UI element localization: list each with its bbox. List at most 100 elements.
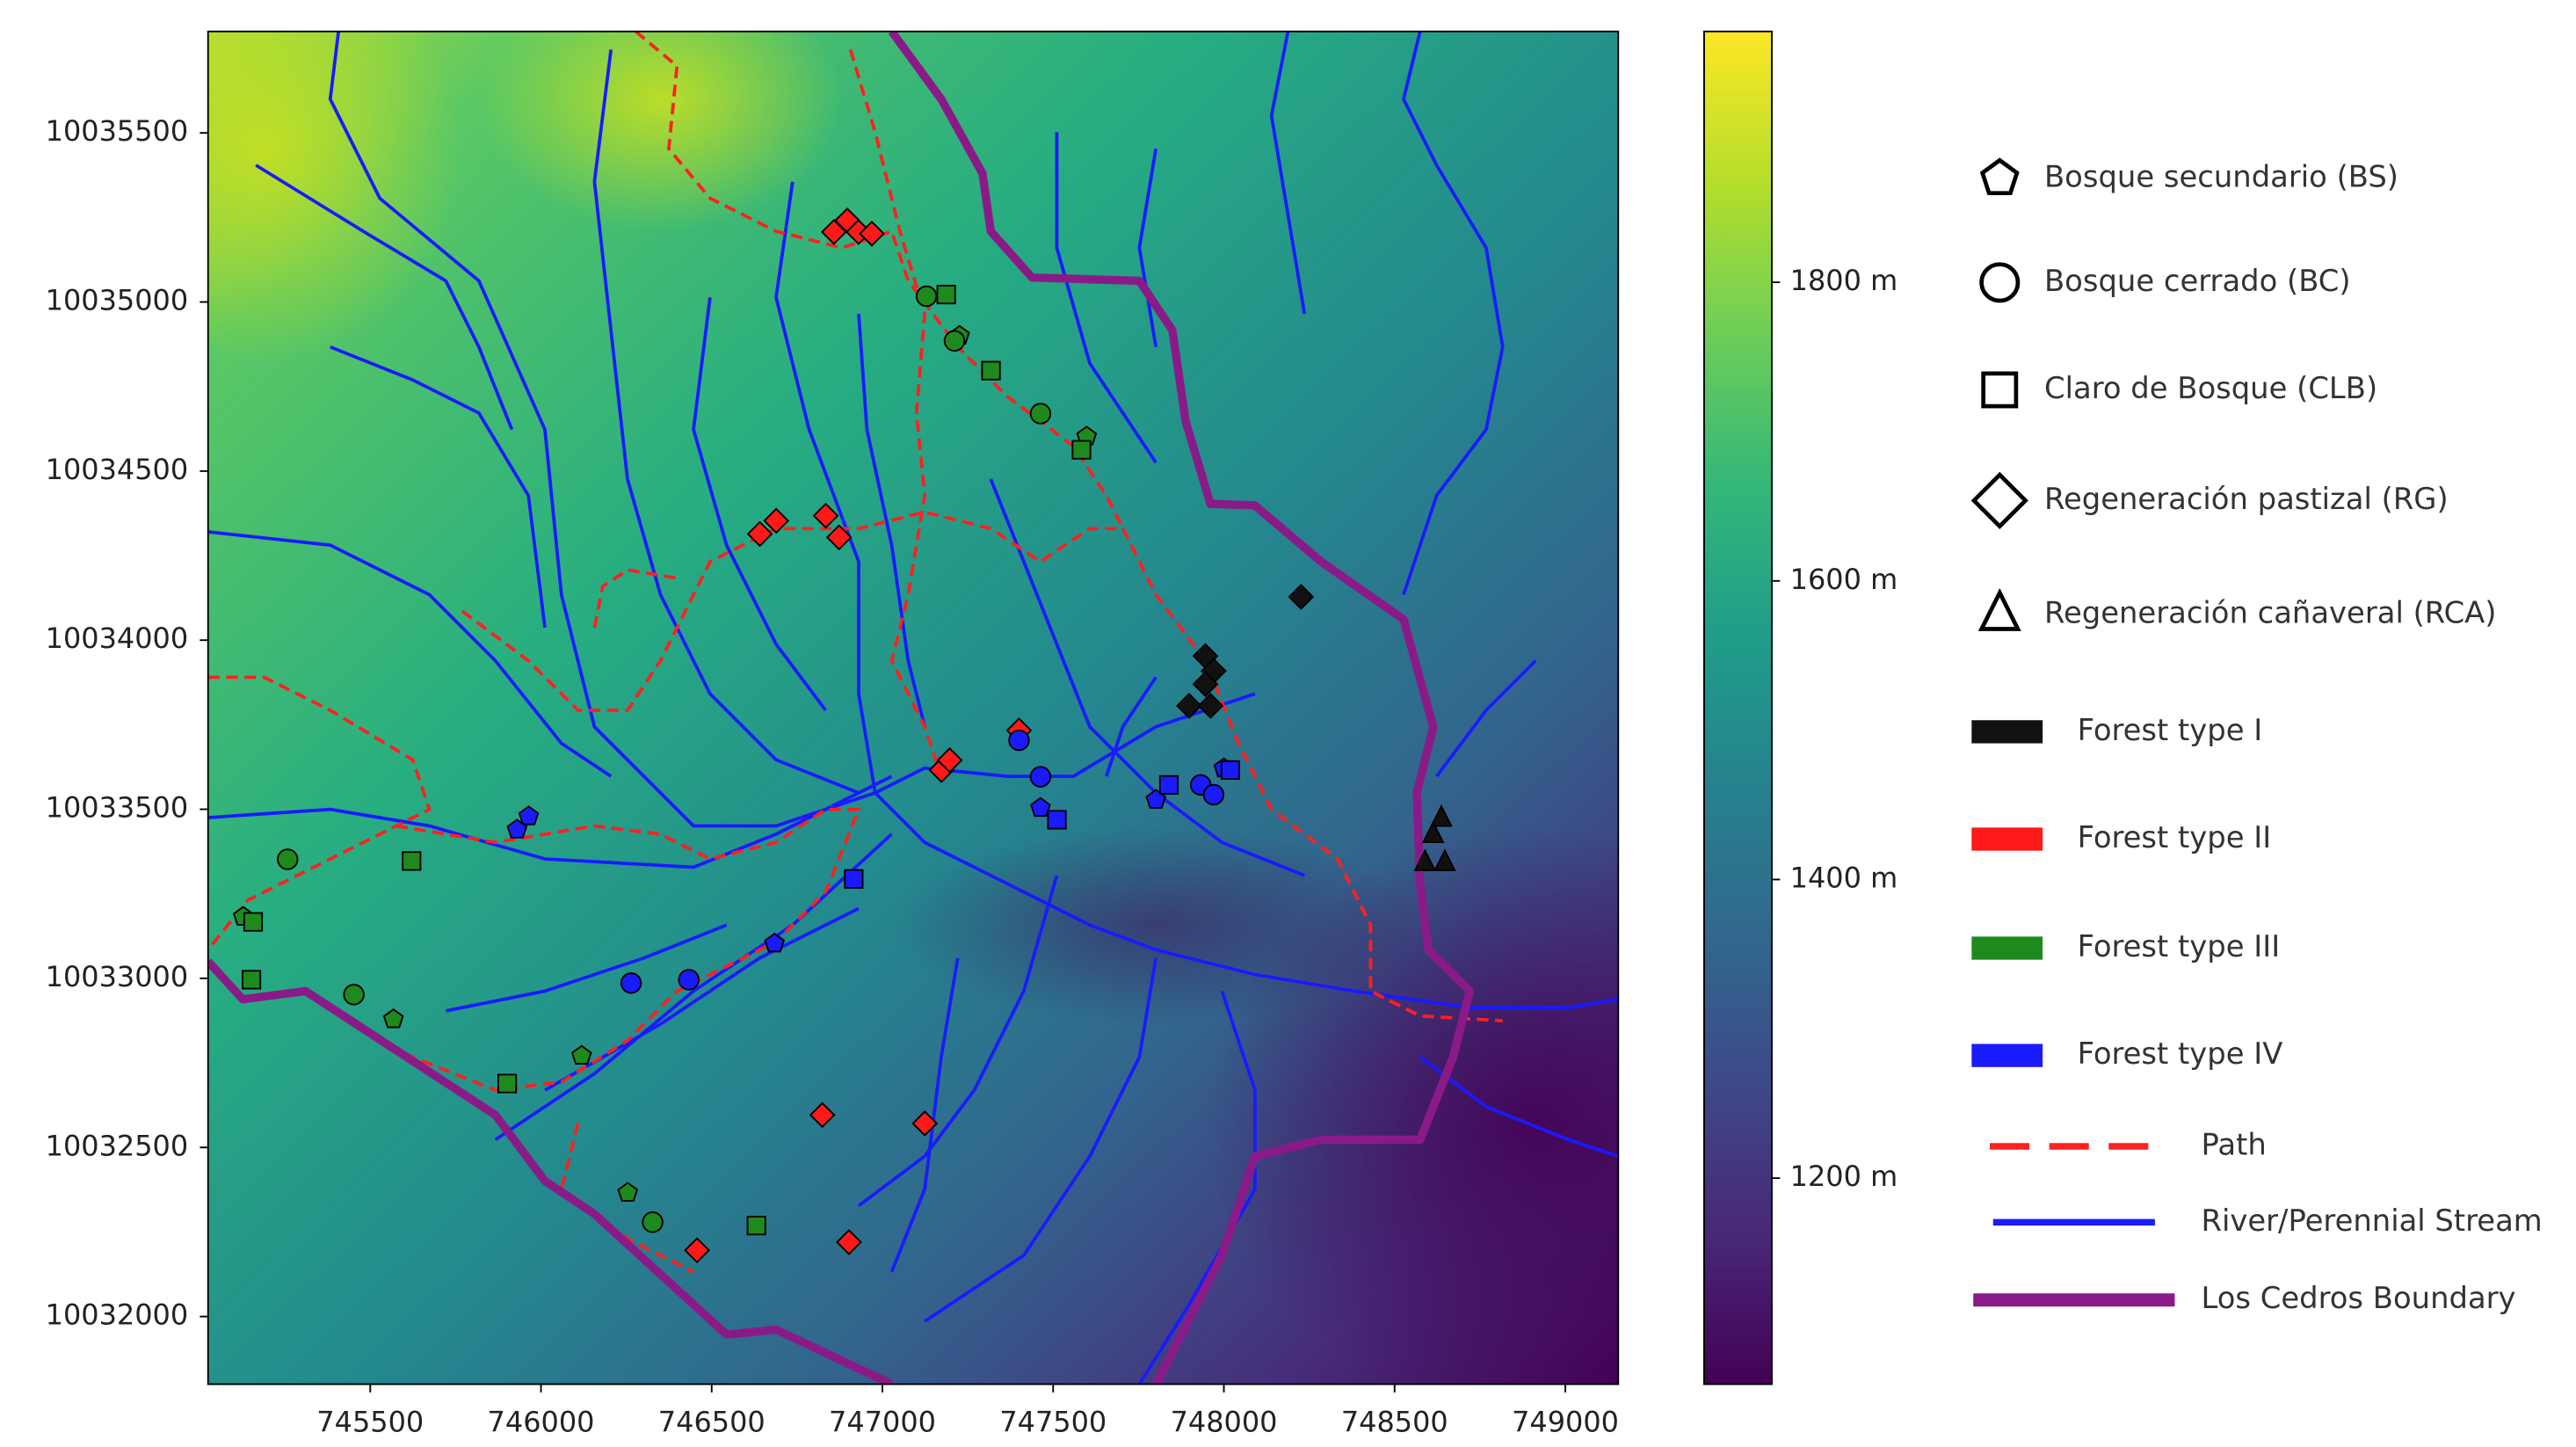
legend-label: Los Cedros Boundary <box>2202 1281 2516 1315</box>
legend-label: Forest type III <box>2078 929 2281 963</box>
sample-point <box>746 1216 766 1236</box>
sample-point <box>1413 848 1437 871</box>
sample-point <box>981 360 1001 381</box>
x-tick-label: 746500 <box>658 1406 766 1439</box>
river <box>989 478 1305 877</box>
river <box>544 906 860 1092</box>
sample-point <box>506 818 528 839</box>
map-area <box>207 31 1619 1385</box>
sample-point <box>382 1008 404 1029</box>
plot-frame <box>207 30 1620 1385</box>
legend-marker <box>1977 587 2021 631</box>
river <box>445 923 728 1013</box>
river <box>1402 31 1505 596</box>
y-tick-label: 10034000 <box>46 622 189 655</box>
sample-point <box>1047 810 1067 830</box>
legend-marker <box>1979 157 2020 196</box>
sample-point <box>844 869 864 889</box>
y-tick-label: 10034500 <box>46 453 189 486</box>
sample-point <box>936 284 956 305</box>
sample-point <box>620 972 642 994</box>
sample-point <box>943 330 966 352</box>
river <box>1105 676 1157 777</box>
river <box>592 49 860 795</box>
sample-point <box>243 912 264 932</box>
path <box>379 807 861 1093</box>
legend-marker <box>1981 371 2019 409</box>
legend-label: Forest type IV <box>2078 1036 2283 1071</box>
sample-point <box>763 507 790 534</box>
legend-label: Bosque secundario (BS) <box>2044 159 2398 193</box>
legend-swatch <box>1971 936 2043 960</box>
x-tick-label: 749000 <box>1512 1406 1619 1439</box>
legend-label: River/Perennial Stream <box>2202 1203 2543 1238</box>
river <box>255 164 514 431</box>
sample-point <box>1430 803 1453 827</box>
y-tick-label: 10032500 <box>46 1129 189 1162</box>
legend-label: Claro de Bosque (CLB) <box>2044 371 2377 405</box>
river <box>1137 148 1158 347</box>
x-tick-label: 747000 <box>829 1406 936 1439</box>
x-tick-label: 747500 <box>999 1406 1107 1439</box>
boundary <box>207 31 1474 1385</box>
sample-point <box>812 502 839 529</box>
sample-point <box>277 848 299 870</box>
legend-label: Forest type I <box>2078 713 2263 747</box>
legend-label: Regeneración pastizal (RG) <box>2044 482 2449 516</box>
sample-point <box>617 1182 639 1202</box>
river <box>328 31 1256 828</box>
y-tick-label: 10033500 <box>46 791 189 825</box>
sample-point <box>678 969 700 991</box>
sample-point <box>1220 760 1241 781</box>
river <box>1419 1056 1619 1159</box>
colorbar-tick-label: 1200 m <box>1790 1160 1898 1193</box>
river <box>207 530 613 778</box>
path <box>848 48 943 777</box>
legend: Bosque secundario (BS) Bosque cerrado (BC… <box>1970 157 2543 1315</box>
river <box>330 345 547 629</box>
river <box>874 791 1619 1010</box>
sample-point <box>1176 692 1202 719</box>
path <box>1121 527 1503 1023</box>
legend-marker <box>1979 262 2021 303</box>
sample-point <box>1192 671 1219 698</box>
y-tick-label: 10033000 <box>46 960 189 993</box>
legend-label: Forest type II <box>2078 820 2272 854</box>
sample-point <box>1071 440 1092 460</box>
x-tick-label: 746000 <box>488 1406 595 1439</box>
boundary-line <box>207 958 894 1385</box>
sample-point <box>915 285 938 308</box>
river <box>1137 990 1257 1385</box>
sample-point <box>497 1073 518 1094</box>
y-tick-label: 10035500 <box>46 114 189 148</box>
colorbar <box>1703 30 1773 1385</box>
rivers <box>207 31 1619 1385</box>
colorbar-tick-label: 1400 m <box>1790 861 1898 894</box>
axes: 745500 746000 746500 747000 747500 748000 7485… <box>46 114 1898 1438</box>
highland <box>207 31 463 364</box>
sample-point <box>570 1044 592 1065</box>
sample-point <box>1029 766 1052 788</box>
x-tick-label: 748500 <box>1341 1406 1448 1439</box>
sample-point <box>1421 820 1445 843</box>
sample-point <box>1030 796 1051 818</box>
river <box>1055 132 1157 464</box>
y-tick-label: 10035000 <box>46 284 189 317</box>
sample-point <box>1197 692 1224 719</box>
legend-swatch <box>1971 1043 2043 1067</box>
river <box>774 181 877 794</box>
highland <box>478 31 843 232</box>
river <box>1269 31 1307 315</box>
y-tick-label: 10032000 <box>46 1298 189 1332</box>
sample-point <box>518 805 540 825</box>
lowland <box>891 825 1420 1024</box>
sample-point <box>343 984 365 1006</box>
river <box>692 297 827 712</box>
sample-point <box>836 1229 862 1255</box>
colorbar-tick-label: 1600 m <box>1790 563 1898 596</box>
legend-label: Bosque cerrado (BC) <box>2044 264 2351 298</box>
sample-point <box>1158 774 1179 795</box>
sample-point <box>402 851 422 871</box>
path <box>207 675 432 951</box>
